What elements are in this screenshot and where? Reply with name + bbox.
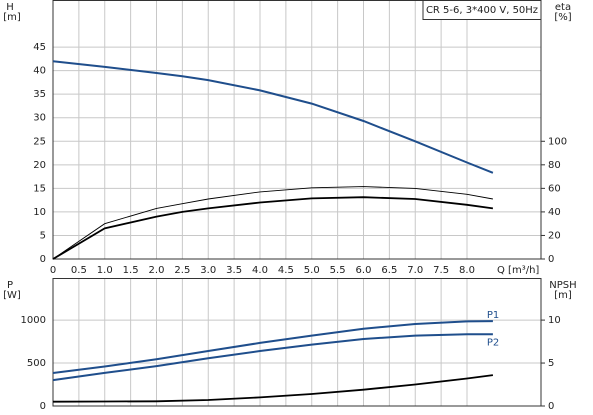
y2-tick-label: 0: [548, 401, 554, 412]
x-axis-label: Q [m³/h]: [497, 265, 539, 276]
y2-axis-unit: [%]: [554, 12, 571, 23]
curve: [52, 320, 493, 374]
y-tick-label: 1000: [21, 315, 46, 326]
x-tick-label: 3.5: [226, 265, 242, 276]
y2-tick-label: 60: [548, 183, 561, 194]
x-tick-label: 7.5: [433, 265, 449, 276]
x-tick-label: 0: [50, 265, 56, 276]
y-tick-label: 5: [40, 230, 46, 241]
x-tick-label: 1.0: [97, 265, 113, 276]
curve: [52, 333, 493, 382]
curve: [52, 196, 494, 260]
x-tick-label: 5.5: [330, 265, 346, 276]
plot-frame: [52, 0, 542, 260]
y2-tick-label: 20: [548, 230, 561, 241]
y-tick-label: 10: [33, 207, 46, 218]
y-tick-label: 40: [33, 66, 46, 77]
title-box: [422, 0, 542, 20]
x-tick-label: 4.5: [278, 265, 294, 276]
chart-title: CR 5-6, 3*400 V, 50Hz: [426, 5, 538, 16]
y2-tick-label: 80: [548, 160, 561, 171]
y-tick-label: 0: [40, 401, 46, 412]
x-tick-label: 4.0: [252, 265, 268, 276]
y2-tick-label: 100: [548, 136, 567, 147]
y2-tick-label: 0: [548, 254, 554, 265]
curve: [52, 186, 493, 260]
y-tick-label: 45: [33, 42, 46, 53]
curve: [52, 374, 494, 403]
y2-tick-label: 40: [548, 207, 561, 218]
y2-tick-label: 5: [548, 358, 554, 369]
x-tick-label: 2.5: [174, 265, 190, 276]
x-tick-label: 0.5: [71, 265, 87, 276]
x-tick-label: 2.0: [149, 265, 165, 276]
y-tick-label: 0: [40, 254, 46, 265]
x-tick-label: 6.0: [356, 265, 372, 276]
y-axis-unit: [W]: [3, 290, 21, 301]
y-tick-label: 20: [33, 160, 46, 171]
y2-axis-unit: [m]: [554, 290, 572, 301]
y-tick-label: 30: [33, 113, 46, 124]
x-tick-label: 5.0: [304, 265, 320, 276]
x-tick-label: 1.5: [123, 265, 139, 276]
curve-label: P2: [487, 337, 499, 348]
y-tick-label: 35: [33, 89, 46, 100]
x-tick-label: 7.0: [407, 265, 423, 276]
y-tick-label: 15: [33, 183, 46, 194]
y2-axis-label: eta: [555, 2, 571, 13]
y-tick-label: 25: [33, 136, 46, 147]
y2-tick-label: 10: [548, 315, 561, 326]
y-axis-label: P: [7, 280, 13, 291]
y2-axis-label: NPSH: [549, 280, 576, 291]
curve: [52, 60, 494, 174]
plot-frame: [52, 278, 542, 407]
y-axis-label: H: [6, 2, 14, 13]
curve-label: P1: [487, 310, 499, 321]
x-tick-label: 8.0: [459, 265, 475, 276]
x-tick-label: 3.0: [200, 265, 216, 276]
y-tick-label: 500: [27, 358, 46, 369]
y-axis-unit: [m]: [3, 12, 21, 23]
x-tick-label: 6.5: [381, 265, 397, 276]
